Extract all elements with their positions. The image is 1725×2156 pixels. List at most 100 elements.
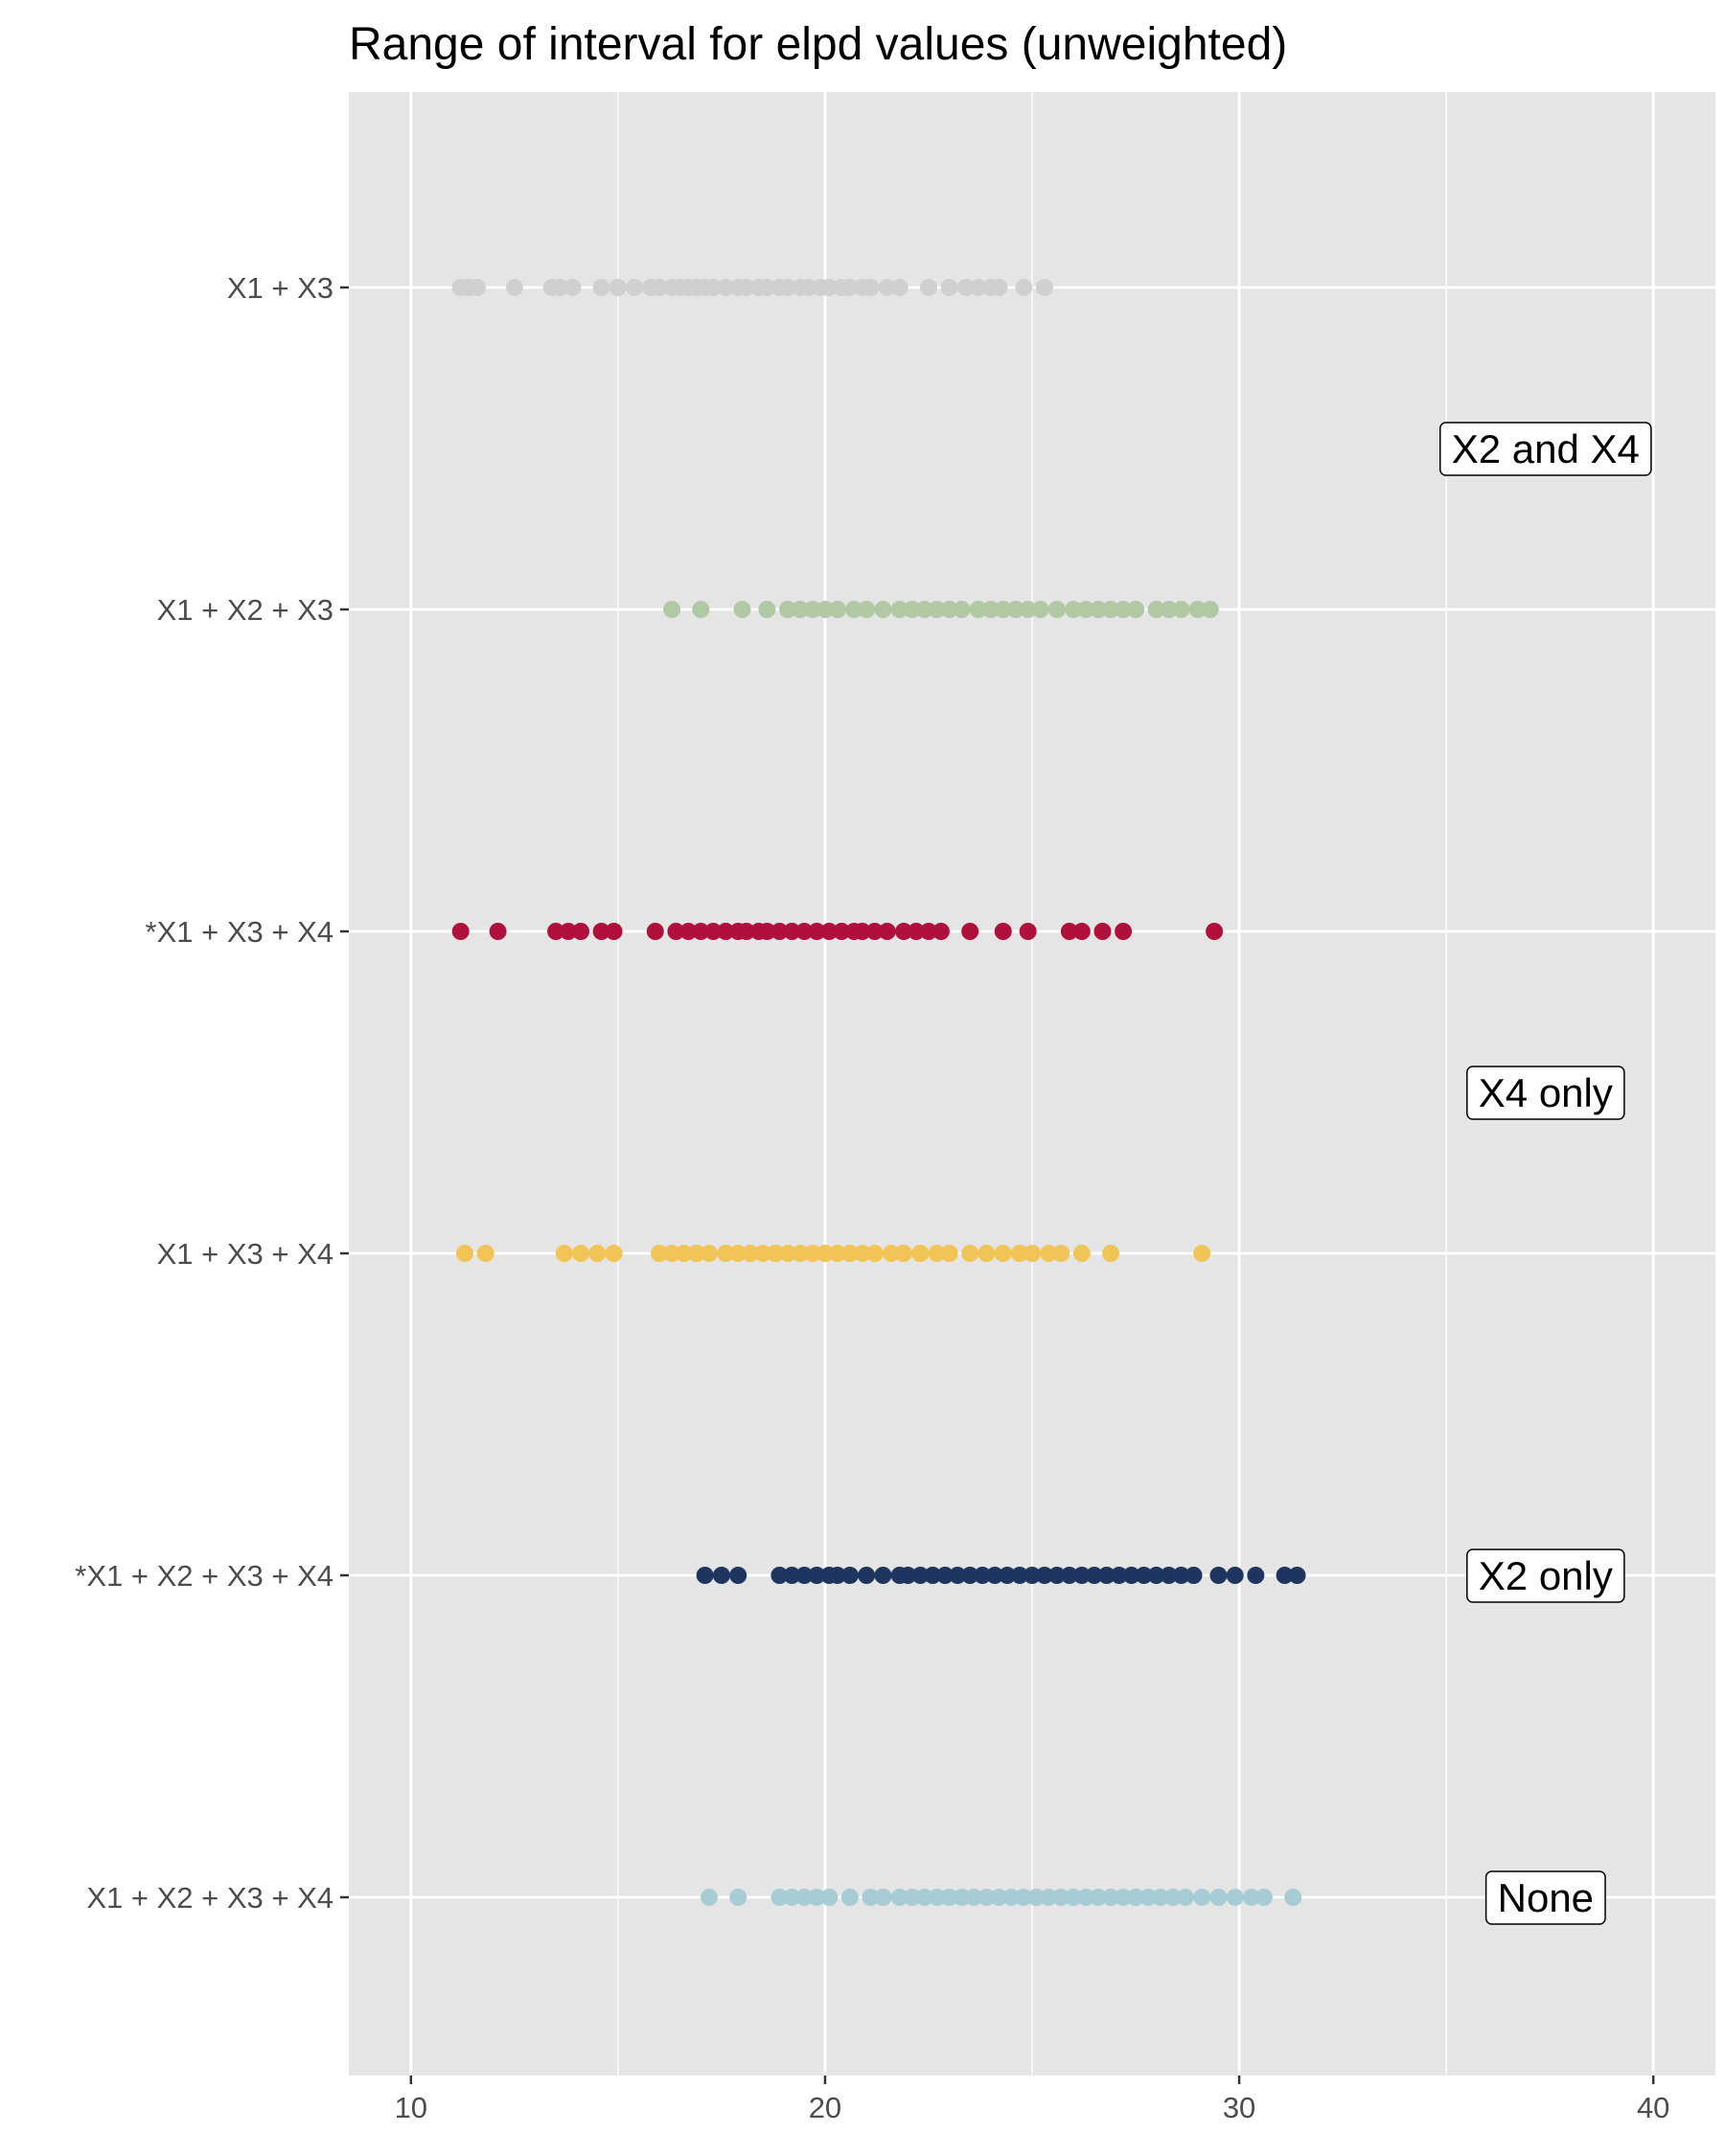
data-point bbox=[828, 601, 846, 618]
data-point bbox=[1226, 1889, 1244, 1906]
data-point bbox=[729, 1889, 748, 1906]
data-point bbox=[1024, 1245, 1041, 1262]
annotation-box bbox=[1438, 422, 1652, 476]
data-point bbox=[779, 1245, 797, 1262]
data-point bbox=[1019, 601, 1037, 618]
data-point bbox=[712, 1567, 730, 1584]
data-point bbox=[605, 923, 623, 940]
data-point bbox=[808, 1567, 826, 1584]
data-point bbox=[816, 601, 834, 618]
data-point bbox=[994, 923, 1012, 940]
x-tick-label: 20 bbox=[809, 2091, 841, 2124]
data-point bbox=[986, 1567, 1004, 1584]
data-point bbox=[1206, 923, 1224, 940]
data-point bbox=[588, 1245, 607, 1262]
series-x1-x2-x3-x4 bbox=[700, 1889, 1302, 1906]
data-point bbox=[555, 1245, 573, 1262]
annotation-text: X2 and X4 bbox=[1452, 426, 1640, 471]
data-point bbox=[717, 923, 735, 940]
data-point bbox=[1135, 1567, 1153, 1584]
data-point bbox=[1102, 601, 1120, 618]
data-point bbox=[1276, 1567, 1294, 1584]
annotation-text: None bbox=[1498, 1875, 1594, 1920]
data-point bbox=[858, 601, 876, 618]
data-point bbox=[1019, 923, 1037, 940]
data-point bbox=[770, 1567, 789, 1584]
data-point bbox=[874, 1889, 892, 1906]
data-point bbox=[890, 1889, 908, 1906]
data-point bbox=[1027, 1889, 1046, 1906]
data-point bbox=[551, 279, 569, 296]
data-point bbox=[692, 601, 710, 618]
data-point bbox=[1077, 1889, 1095, 1906]
data-point bbox=[1060, 923, 1078, 940]
y-tick-label-x1-x2-x3: X1 + X2 + X3 bbox=[157, 593, 334, 627]
data-point bbox=[1288, 1567, 1306, 1584]
data-point bbox=[1127, 1889, 1145, 1906]
data-point bbox=[969, 601, 987, 618]
data-point bbox=[700, 1245, 718, 1262]
y-tick-label-x1-x2-x3-x4: X1 + X2 + X3 + X4 bbox=[86, 1881, 334, 1915]
data-point bbox=[795, 923, 814, 940]
data-point bbox=[1110, 1567, 1128, 1584]
data-point bbox=[1193, 1889, 1211, 1906]
data-point bbox=[915, 601, 933, 618]
data-point bbox=[853, 1245, 871, 1262]
data-point bbox=[828, 1567, 846, 1584]
data-point bbox=[874, 601, 892, 618]
data-point bbox=[878, 279, 896, 296]
data-point bbox=[754, 1245, 772, 1262]
data-point bbox=[758, 601, 776, 618]
data-point bbox=[990, 1889, 1008, 1906]
data-point bbox=[1184, 1567, 1203, 1584]
x-tick-label: 40 bbox=[1637, 2091, 1669, 2124]
data-point bbox=[1102, 1889, 1120, 1906]
data-point bbox=[1254, 1889, 1273, 1906]
data-point bbox=[1040, 1245, 1058, 1262]
data-point bbox=[911, 1567, 930, 1584]
data-point bbox=[609, 279, 627, 296]
data-points bbox=[451, 279, 1306, 1906]
annotations: X2 and X4 X4 only X2 only None bbox=[1438, 422, 1652, 1925]
data-point bbox=[770, 1889, 789, 1906]
data-point bbox=[560, 923, 578, 940]
data-point bbox=[853, 923, 871, 940]
data-point bbox=[663, 601, 681, 618]
data-point bbox=[1090, 1889, 1108, 1906]
data-point bbox=[1031, 601, 1049, 618]
data-point bbox=[858, 1567, 876, 1584]
data-point bbox=[928, 1889, 946, 1906]
data-point bbox=[899, 1567, 917, 1584]
data-point bbox=[1002, 1889, 1021, 1906]
data-point bbox=[883, 1245, 901, 1262]
data-point bbox=[687, 1245, 705, 1262]
data-point bbox=[779, 279, 797, 296]
data-point bbox=[1122, 1567, 1140, 1584]
data-point bbox=[1172, 601, 1190, 618]
data-point bbox=[820, 923, 839, 940]
data-point bbox=[729, 1245, 748, 1262]
data-point bbox=[783, 1567, 801, 1584]
data-point bbox=[1015, 279, 1033, 296]
data-point bbox=[1160, 601, 1178, 618]
data-point bbox=[940, 1889, 958, 1906]
data-point bbox=[451, 923, 470, 940]
data-point bbox=[1006, 601, 1024, 618]
data-point bbox=[783, 923, 801, 940]
data-point bbox=[990, 279, 1008, 296]
data-point bbox=[1115, 1889, 1133, 1906]
data-point bbox=[1060, 1567, 1078, 1584]
data-point bbox=[928, 1245, 946, 1262]
data-point bbox=[978, 1245, 996, 1262]
data-point bbox=[1115, 923, 1133, 940]
data-point bbox=[965, 1889, 983, 1906]
annotation-label-x4-only: X4 only bbox=[1466, 1066, 1625, 1120]
data-point bbox=[758, 279, 776, 296]
data-point bbox=[696, 1567, 714, 1584]
annotation-text: X4 only bbox=[1479, 1070, 1613, 1115]
y-axis: X1 + X3 X1 + X2 + X3 *X1 + X3 + X4 X1 + X3 … bbox=[75, 271, 349, 1915]
data-point bbox=[770, 923, 789, 940]
data-point bbox=[1147, 1567, 1165, 1584]
data-point bbox=[1052, 1245, 1070, 1262]
data-point bbox=[994, 1245, 1012, 1262]
